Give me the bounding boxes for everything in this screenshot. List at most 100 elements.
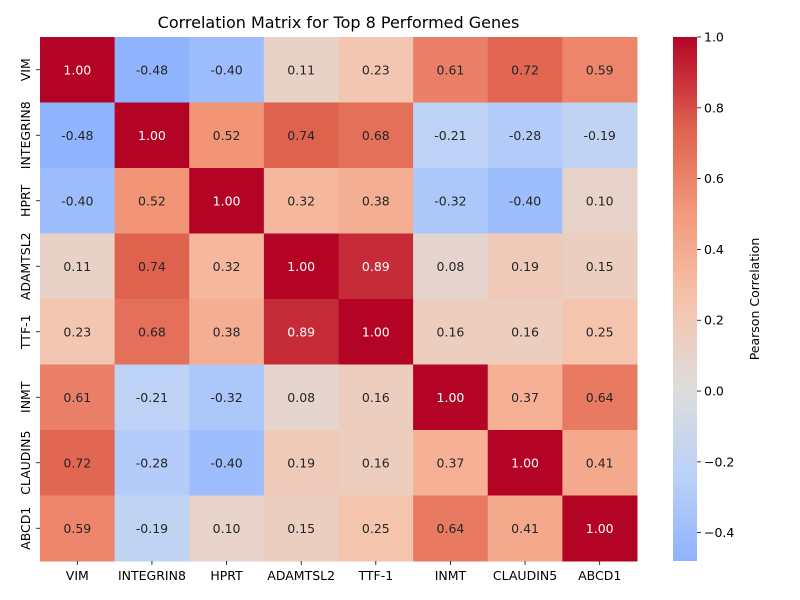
heatmap-cell: [338, 37, 414, 103]
heatmap-cell: [40, 495, 116, 562]
cell-value-label: 0.10: [213, 521, 241, 536]
heatmap-cell: [114, 364, 190, 431]
heatmap-cell: [40, 168, 116, 234]
heatmap-cell: [338, 299, 414, 365]
heatmap-cell: [114, 233, 190, 300]
cell-value-label: -0.19: [136, 521, 168, 536]
heatmap-cell: [338, 495, 414, 562]
y-tick-label: HPRT: [18, 184, 33, 217]
heatmap-cell: [338, 233, 414, 300]
cell-value-label: 0.59: [63, 521, 91, 536]
cell-value-label: 0.61: [63, 390, 91, 405]
colorbar-gradient: [673, 37, 697, 561]
cell-value-label: 0.16: [437, 324, 465, 339]
cell-value-label: 1.00: [287, 259, 315, 274]
cell-value-label: 0.32: [213, 259, 241, 274]
x-tick-label: TTF-1: [357, 568, 393, 583]
x-tick-label: ADAMTSL2: [267, 568, 335, 583]
heatmap-cell: [562, 37, 638, 103]
heatmap-cell: [189, 168, 265, 234]
heatmap-cell: [487, 233, 563, 300]
x-axis-ticks: VIM INTEGRIN8 HPRT ADAMTSL2 TTF-1 INMT CLAUDIN…: [66, 561, 621, 583]
colorbar: −0.4 −0.2 0.0 0.2 0.4 0.6 0.8 1.0: [673, 30, 734, 561]
cell-value-label: 0.16: [362, 455, 390, 470]
heatmap-cell: [189, 364, 265, 431]
colorbar-tick-label: −0.2: [704, 454, 734, 469]
x-tick-label: INMT: [435, 568, 467, 583]
cell-value-label: 0.25: [586, 324, 614, 339]
cell-value-label: 0.74: [287, 128, 315, 143]
cell-value-label: 1.00: [586, 521, 614, 536]
cell-value-label: 0.32: [287, 193, 315, 208]
heatmap-cell: [114, 430, 190, 496]
cell-value-label: -0.28: [136, 455, 168, 470]
y-tick-label: ABCD1: [18, 507, 33, 550]
heatmap-cell: [487, 495, 563, 562]
cell-value-label: 0.25: [362, 521, 390, 536]
heatmap-cell: [338, 102, 414, 169]
cell-value-label: -0.40: [509, 193, 541, 208]
cell-value-label: 0.15: [586, 259, 614, 274]
heatmap-cell: [40, 233, 116, 300]
heatmap-cell: [114, 299, 190, 365]
cell-value-label: 0.19: [511, 259, 539, 274]
heatmap-cell: [338, 168, 414, 234]
heatmap-cell: [263, 364, 339, 431]
heatmap-cell: [562, 430, 638, 496]
heatmap-cell: [413, 102, 489, 169]
heatmap-cell: [562, 102, 638, 169]
cell-value-label: 0.38: [362, 193, 390, 208]
cell-value-label: 1.00: [437, 390, 465, 405]
heatmap-cell: [487, 430, 563, 496]
cell-value-label: 0.52: [213, 128, 241, 143]
cell-value-label: 0.11: [63, 259, 91, 274]
cell-value-label: 0.89: [287, 324, 315, 339]
cell-value-label: 0.23: [362, 62, 390, 77]
colorbar-label: Pearson Correlation: [747, 238, 762, 361]
cell-value-label: 0.19: [287, 455, 315, 470]
cell-value-label: 0.72: [511, 62, 539, 77]
heatmap-cell: [263, 495, 339, 562]
chart-title: Correlation Matrix for Top 8 Performed G…: [158, 13, 520, 32]
heatmap-cell: [40, 37, 116, 103]
x-tick-label: CLAUDIN5: [493, 568, 557, 583]
heatmap-cell: [114, 37, 190, 103]
colorbar-tick-label: 0.2: [704, 313, 724, 328]
y-tick-label: ADAMTSL2: [18, 232, 33, 300]
heatmap-cell: [189, 299, 265, 365]
heatmap-cell: [413, 299, 489, 365]
colorbar-tick-label: 1.0: [704, 30, 724, 45]
y-tick-label: INTEGRIN8: [18, 101, 33, 169]
heatmap-cell: [562, 233, 638, 300]
heatmap-cell: [40, 102, 116, 169]
heatmap-cell: [487, 37, 563, 103]
heatmap-cell: [413, 364, 489, 431]
cell-value-label: 0.59: [586, 62, 614, 77]
cell-value-label: -0.21: [136, 390, 168, 405]
cell-value-label: 0.52: [138, 193, 166, 208]
cell-value-label: 0.41: [511, 521, 539, 536]
cell-value-label: -0.28: [509, 128, 541, 143]
heatmap-cell: [40, 430, 116, 496]
heatmap-cell: [487, 299, 563, 365]
heatmap-cell: [114, 495, 190, 562]
cell-value-label: 0.08: [437, 259, 465, 274]
colorbar-tick-label: −0.4: [704, 525, 734, 540]
cell-value-label: 0.74: [138, 259, 166, 274]
heatmap-cell: [263, 430, 339, 496]
cell-value-label: -0.48: [61, 128, 93, 143]
x-tick-label: INTEGRIN8: [118, 568, 186, 583]
cell-value-label: 1.00: [63, 62, 91, 77]
cell-value-label: 0.72: [63, 455, 91, 470]
heatmap-cell: [189, 430, 265, 496]
cell-value-label: 0.10: [586, 193, 614, 208]
heatmap-cell: [263, 168, 339, 234]
colorbar-tick-label: 0.0: [704, 384, 724, 399]
y-axis-ticks: VIM INTEGRIN8 HPRT ADAMTSL2 TTF-1 INMT CLAUDIN…: [18, 58, 40, 550]
cell-value-label: -0.40: [210, 455, 242, 470]
cell-value-label: 0.61: [437, 62, 465, 77]
heatmap-cell: [413, 233, 489, 300]
heatmap-cell: [189, 37, 265, 103]
colorbar-tick-label: 0.6: [704, 171, 724, 186]
heatmap-cell: [189, 102, 265, 169]
